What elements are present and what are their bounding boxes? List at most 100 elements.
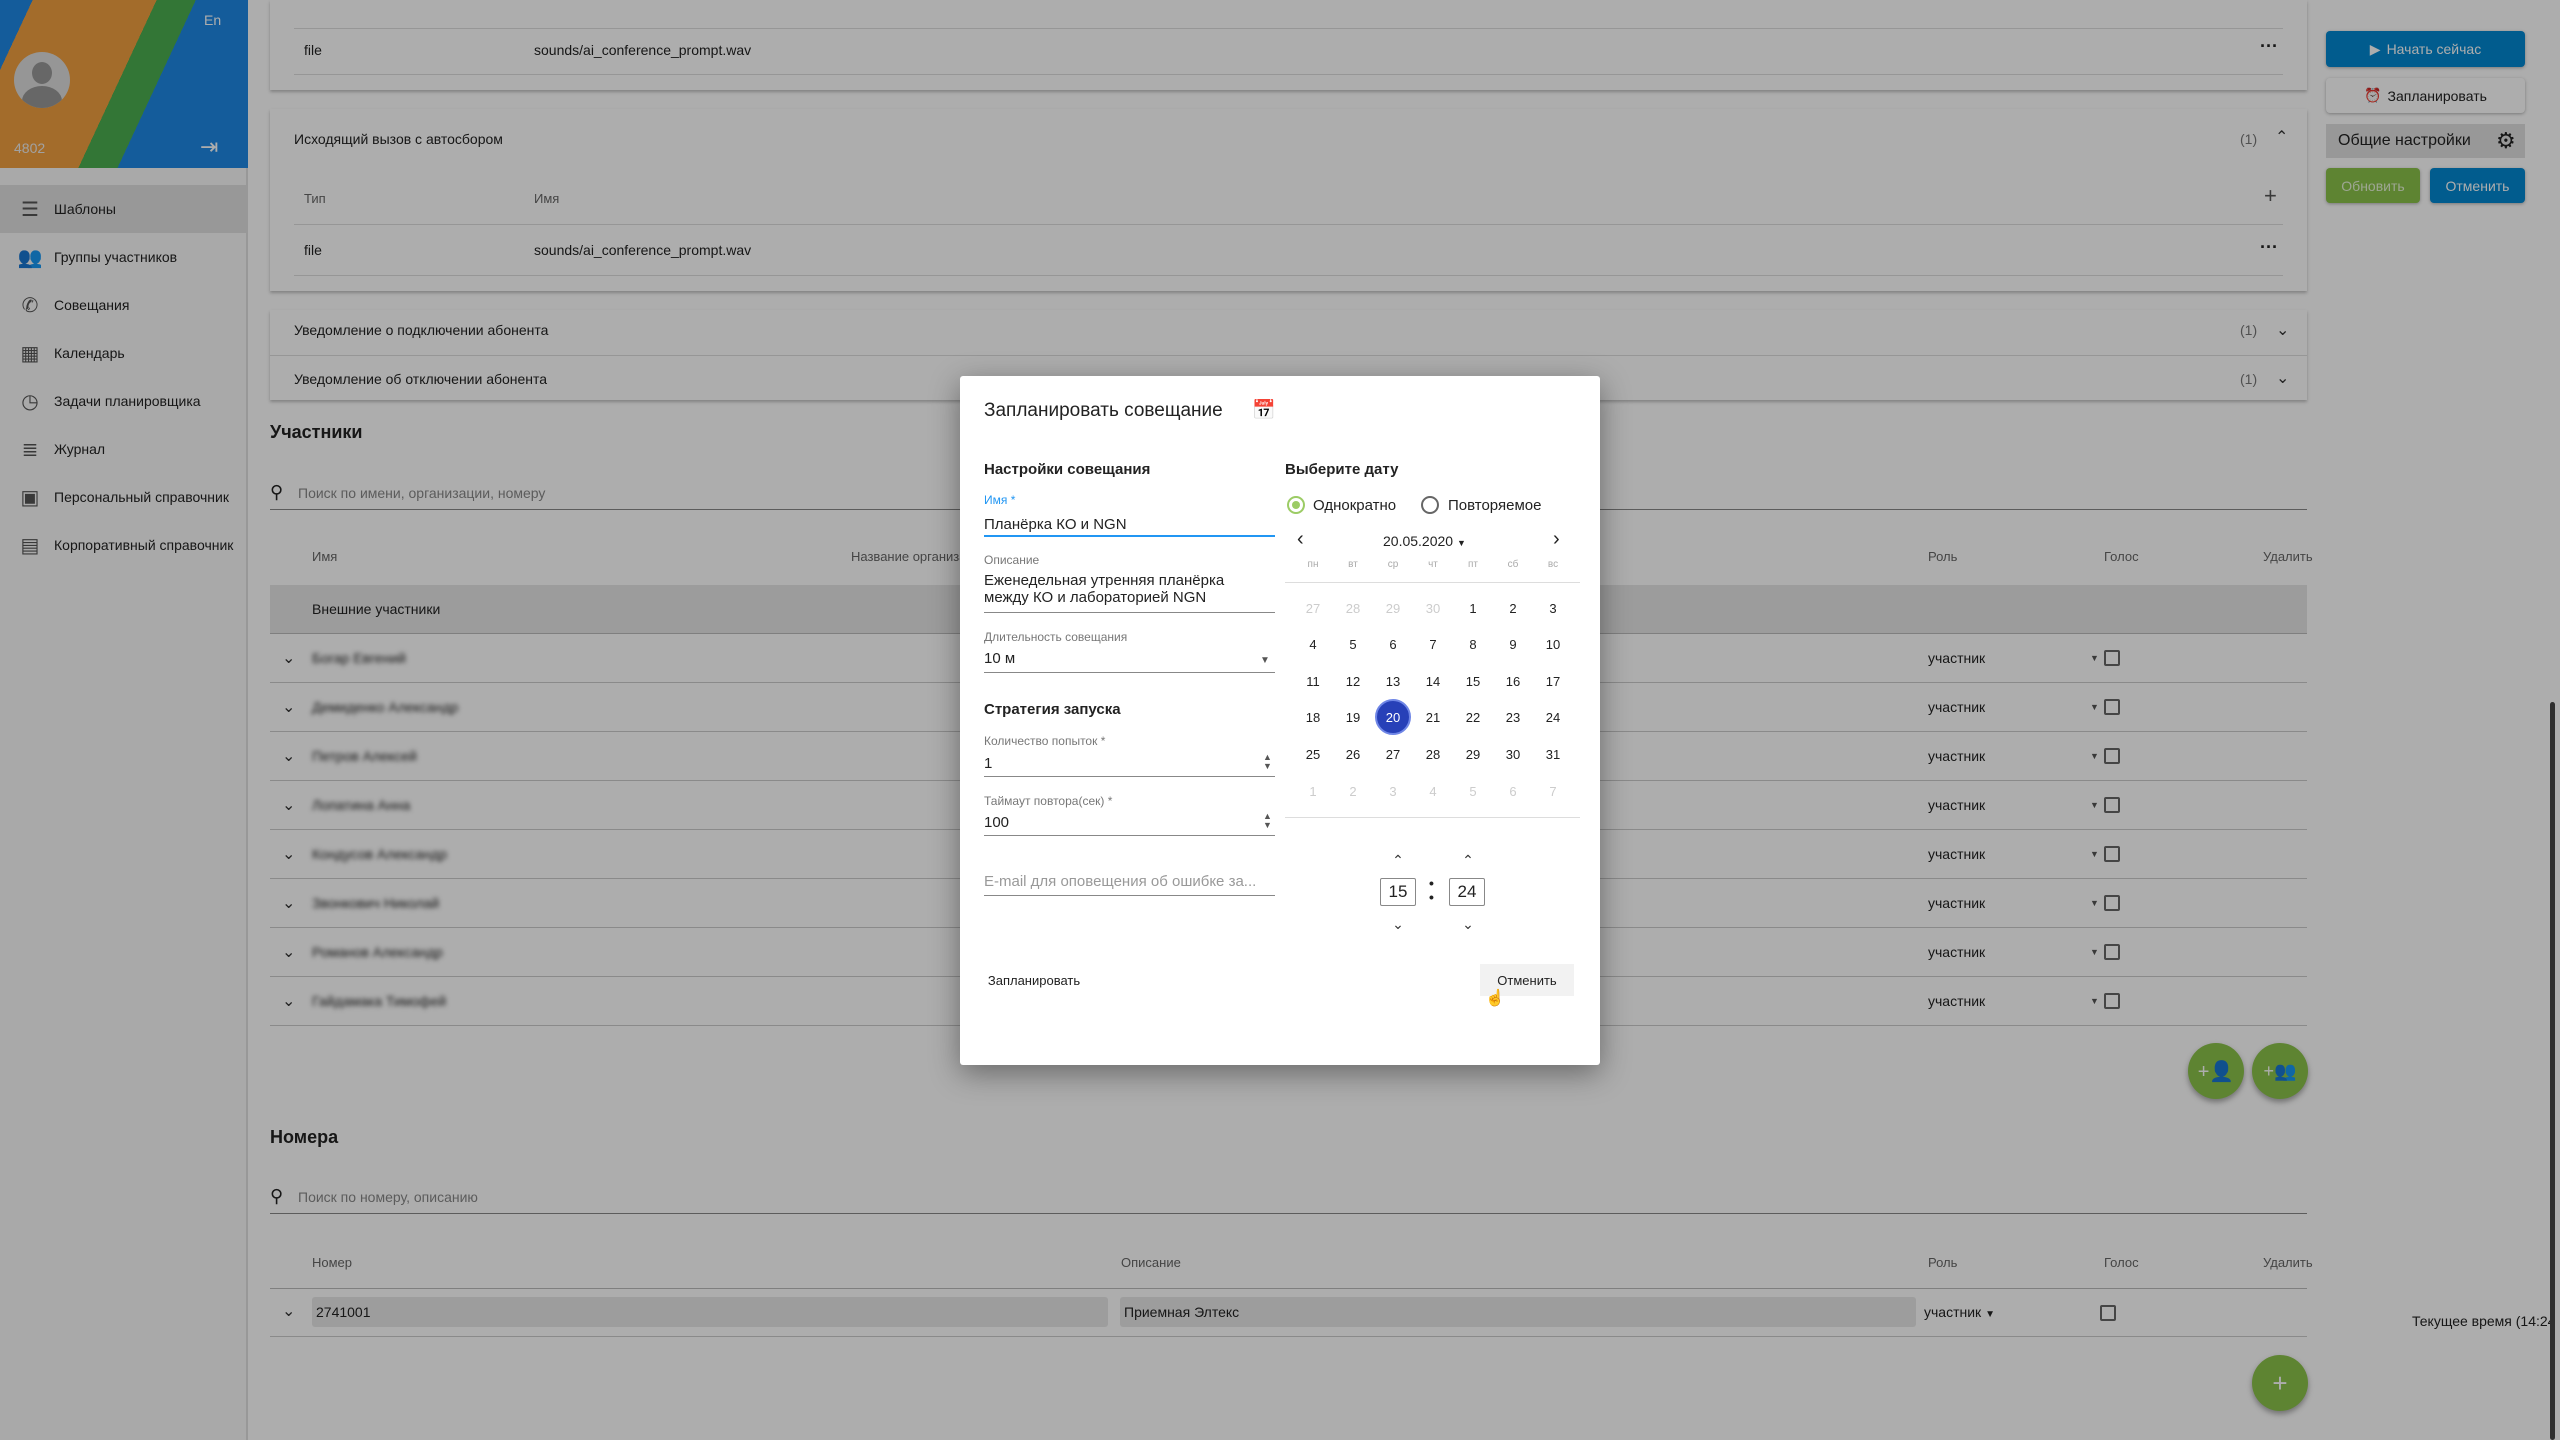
calendar-day[interactable]: 28 [1425, 746, 1441, 762]
gear-icon[interactable]: ⚙ [2496, 128, 2516, 153]
calendar-day[interactable]: 14 [1425, 673, 1441, 689]
minute-up-icon[interactable]: ⌃ [1462, 852, 1474, 868]
duration-select[interactable]: 10 м [984, 650, 1016, 667]
update-button[interactable]: Обновить [2326, 168, 2420, 203]
calendar-day[interactable]: 16 [1505, 673, 1521, 689]
notify-disconnect-title[interactable]: Уведомление об отключении абонента [294, 371, 548, 387]
calendar-day-selected[interactable]: 20 [1375, 699, 1411, 735]
calendar-day[interactable]: 8 [1469, 636, 1477, 652]
notify-connect-title[interactable]: Уведомление о подключении абонента [294, 322, 549, 338]
sidebar-item[interactable]: ☰ Шаблоны [0, 185, 248, 233]
calendar-day[interactable]: 26 [1345, 746, 1361, 762]
radio-once-label[interactable]: Однократно [1313, 497, 1397, 514]
calendar-day[interactable]: 2 [1349, 783, 1357, 799]
voice-checkbox[interactable] [2104, 748, 2120, 764]
voice-checkbox[interactable] [2104, 993, 2120, 1009]
sidebar-item[interactable]: ◷ Задачи планировщика [0, 377, 248, 425]
calendar-day[interactable]: 4 [1309, 636, 1317, 652]
calendar-day[interactable]: 27 [1385, 746, 1401, 762]
sidebar-item[interactable]: ✆ Совещания [0, 281, 248, 329]
calendar-day[interactable]: 12 [1345, 673, 1361, 689]
dropdown-arrow-icon[interactable]: ▼ [2090, 653, 2099, 663]
calendar-day[interactable]: 19 [1345, 709, 1361, 725]
calendar-day[interactable]: 1 [1469, 600, 1477, 616]
dropdown-arrow-icon[interactable]: ▼ [2090, 947, 2099, 957]
calendar-day[interactable]: 30 [1425, 600, 1441, 616]
calendar-day[interactable]: 3 [1389, 783, 1397, 799]
number-field[interactable]: 2741001 [312, 1297, 1108, 1327]
sidebar-item[interactable]: ▣ Персональный справочник [0, 473, 248, 521]
chevron-down-icon[interactable]: ⌄ [2276, 370, 2290, 387]
calendar-day[interactable]: 18 [1305, 709, 1321, 725]
radio-once[interactable] [1287, 496, 1305, 514]
general-settings[interactable]: Общие настройки ⚙ [2326, 124, 2525, 158]
calendar-day[interactable]: 22 [1465, 709, 1481, 725]
calendar-day[interactable]: 30 [1505, 746, 1521, 762]
cancel-button[interactable]: Отменить [2430, 168, 2525, 203]
description-field[interactable]: Приемная Элтекс [1120, 1297, 1916, 1327]
dropdown-arrow-icon[interactable]: ▼ [2090, 898, 2099, 908]
calendar-day[interactable]: 5 [1469, 783, 1477, 799]
sidebar-item[interactable]: ▦ Календарь [0, 329, 248, 377]
chevron-down-icon[interactable]: ⌄ [282, 1303, 296, 1320]
chevron-down-icon[interactable]: ⌄ [282, 699, 296, 716]
sidebar-item[interactable]: 👥 Группы участников [0, 233, 248, 281]
calendar-day[interactable]: 29 [1385, 600, 1401, 616]
stepper-icon[interactable]: ▲ ▼ [1263, 811, 1272, 830]
dialog-cancel-button[interactable]: Отменить [1480, 964, 1574, 996]
radio-repeat[interactable] [1421, 496, 1439, 514]
voice-checkbox[interactable] [2100, 1305, 2116, 1321]
attempts-input[interactable]: 1 [984, 755, 993, 772]
chevron-down-icon[interactable]: ⌄ [282, 846, 296, 863]
add-participant-button[interactable]: +👤 [2188, 1043, 2244, 1099]
calendar-day[interactable]: 6 [1389, 636, 1397, 652]
hour-up-icon[interactable]: ⌃ [1392, 852, 1404, 868]
add-group-button[interactable]: +👥 [2252, 1043, 2308, 1099]
voice-checkbox[interactable] [2104, 895, 2120, 911]
hour-input[interactable]: 15 [1380, 878, 1416, 906]
calendar-day[interactable]: 24 [1545, 709, 1561, 725]
schedule-submit-button[interactable]: Запланировать [984, 964, 1084, 996]
chevron-down-icon[interactable]: ⌄ [282, 797, 296, 814]
dropdown-arrow-icon[interactable]: ▼ [2090, 996, 2099, 1006]
more-icon[interactable]: ··· [2260, 237, 2278, 257]
calendar-day[interactable]: 29 [1465, 746, 1481, 762]
email-input[interactable]: E-mail для оповещения об ошибке за... [984, 873, 1257, 890]
scrollbar[interactable] [2550, 702, 2555, 1440]
calendar-day[interactable]: 13 [1385, 673, 1401, 689]
hour-down-icon[interactable]: ⌄ [1392, 916, 1404, 932]
calendar-day[interactable]: 7 [1429, 636, 1437, 652]
month-select[interactable]: 20.05.2020 ▼ [1383, 533, 1466, 549]
calendar-day[interactable]: 1 [1309, 783, 1317, 799]
chevron-up-icon[interactable]: ⌃ [2275, 129, 2289, 146]
add-icon[interactable]: + [2264, 183, 2277, 208]
minute-down-icon[interactable]: ⌄ [1462, 916, 1474, 932]
voice-checkbox[interactable] [2104, 944, 2120, 960]
calendar-day[interactable]: 17 [1545, 673, 1561, 689]
calendar-day[interactable]: 31 [1545, 746, 1561, 762]
language-switch[interactable]: En [204, 12, 222, 28]
calendar-day[interactable]: 2 [1509, 600, 1517, 616]
numbers-search[interactable]: ⚲ Поиск по номеру, описанию [270, 1184, 2307, 1214]
calendar-day[interactable]: 10 [1545, 636, 1561, 652]
chevron-down-icon[interactable]: ⌄ [282, 650, 296, 667]
dropdown-arrow-icon[interactable]: ▼ [2090, 800, 2099, 810]
chevron-down-icon[interactable]: ⌄ [2276, 322, 2290, 339]
calendar-day[interactable]: 3 [1549, 600, 1557, 616]
voice-checkbox[interactable] [2104, 846, 2120, 862]
timeout-input[interactable]: 100 [984, 814, 1010, 831]
dropdown-arrow-icon[interactable]: ▼ [2090, 849, 2099, 859]
schedule-button[interactable]: ⏰ Запланировать [2326, 78, 2525, 113]
start-now-button[interactable]: ▶ Начать сейчас [2326, 31, 2525, 67]
name-input[interactable]: Планёрка КО и NGN [984, 516, 1127, 533]
calendar-day[interactable]: 4 [1429, 783, 1437, 799]
calendar-day[interactable]: 5 [1349, 636, 1357, 652]
calendar-day[interactable]: 25 [1305, 746, 1321, 762]
sidebar-item[interactable]: ▤ Корпоративный справочник [0, 521, 248, 569]
description-input[interactable]: Еженедельная утренняя планёрка между КО … [984, 572, 1224, 606]
calendar-day[interactable]: 7 [1549, 783, 1557, 799]
minute-input[interactable]: 24 [1449, 878, 1485, 906]
chevron-down-icon[interactable]: ⌄ [282, 895, 296, 912]
voice-checkbox[interactable] [2104, 797, 2120, 813]
calendar-day[interactable]: 27 [1305, 600, 1321, 616]
